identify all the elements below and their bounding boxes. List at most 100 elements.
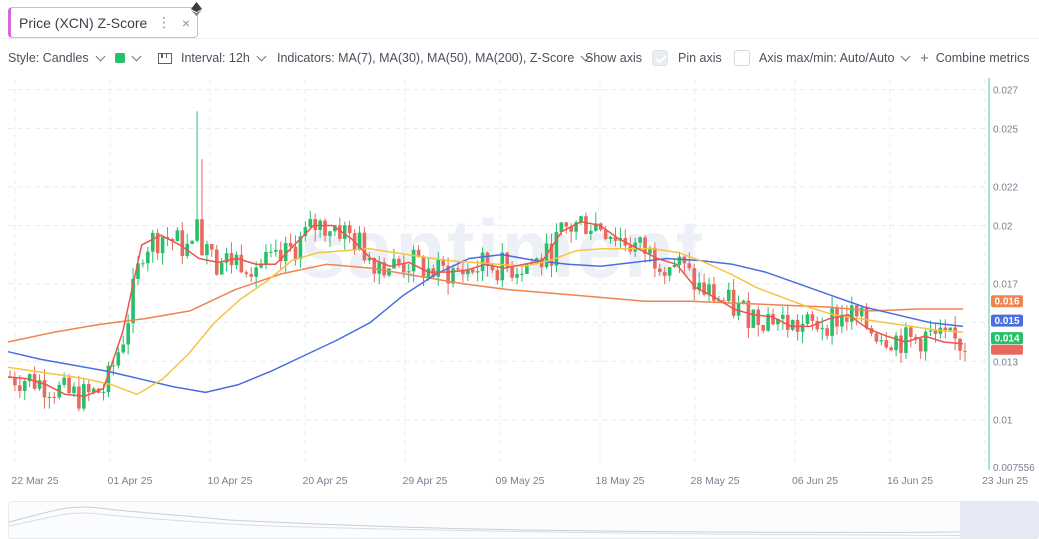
candle-body bbox=[421, 256, 426, 278]
x-axis-tick-label: 28 May 25 bbox=[690, 475, 739, 487]
candle-body bbox=[672, 264, 677, 268]
candle-body bbox=[485, 252, 490, 267]
candle-body bbox=[170, 238, 175, 242]
candle-body bbox=[42, 380, 47, 398]
candle-body bbox=[259, 263, 263, 268]
timeline-navigator[interactable] bbox=[8, 501, 1039, 539]
candle-body bbox=[810, 314, 815, 321]
candle-body bbox=[323, 220, 327, 236]
pin-axis-toggle[interactable]: Pin axis bbox=[678, 48, 750, 68]
candle-body bbox=[244, 272, 249, 275]
candle-body bbox=[776, 318, 780, 325]
candle-body bbox=[219, 262, 224, 275]
candle-body bbox=[200, 219, 204, 256]
y-axis-tick-label: 0.027 bbox=[993, 86, 1018, 97]
candle-body bbox=[923, 331, 928, 352]
combine-metrics-label: Combine metrics bbox=[935, 51, 1030, 65]
close-icon[interactable]: × bbox=[181, 14, 191, 31]
indicators-label: Indicators: MA(7), MA(30), MA(50), MA(20… bbox=[277, 51, 575, 65]
price-badge bbox=[991, 314, 1023, 327]
candle-body bbox=[643, 237, 647, 254]
candle-body bbox=[559, 222, 564, 232]
candle-body bbox=[495, 270, 500, 281]
candle-body bbox=[195, 219, 199, 241]
plus-icon: + bbox=[920, 49, 929, 67]
candle-body bbox=[751, 309, 756, 328]
candle-body bbox=[874, 333, 879, 342]
candle-body bbox=[131, 279, 135, 324]
candle-body bbox=[884, 340, 889, 348]
candle-body bbox=[357, 232, 362, 250]
candle-body bbox=[490, 266, 495, 271]
candle-body bbox=[741, 300, 746, 303]
candle-body bbox=[510, 266, 514, 278]
candle-body bbox=[894, 335, 898, 351]
show-axis-checkbox[interactable] bbox=[651, 50, 668, 66]
price-badge-label: 0.015 bbox=[994, 316, 1019, 327]
candle-body bbox=[766, 314, 770, 331]
candle-body bbox=[692, 268, 697, 290]
candle-body bbox=[608, 236, 613, 240]
axis-range-select[interactable]: Axis max/min: Auto/Auto bbox=[759, 48, 911, 68]
candle-body bbox=[406, 271, 411, 273]
candle-body bbox=[830, 308, 834, 336]
candle-body bbox=[869, 328, 874, 334]
candle-body bbox=[382, 262, 386, 276]
pin-axis-checkbox[interactable] bbox=[733, 50, 750, 66]
tab-menu-icon[interactable]: ⋮ bbox=[157, 14, 171, 30]
candle-body bbox=[461, 269, 465, 275]
y-axis-tick-label: 0.01 bbox=[993, 416, 1013, 427]
combine-metrics-button[interactable]: + Combine metrics bbox=[920, 48, 1030, 68]
candle-body bbox=[584, 216, 588, 234]
candle-body bbox=[781, 314, 785, 319]
candle-body bbox=[825, 328, 829, 336]
price-chart[interactable]: santiment0.0270.0250.0220.020.0170.0150.… bbox=[0, 72, 1039, 492]
candle-body bbox=[889, 347, 893, 351]
interval-label: Interval: 12h bbox=[181, 51, 250, 65]
candle-body bbox=[859, 307, 864, 317]
style-select[interactable]: Style: Candles bbox=[8, 48, 106, 68]
candle-body bbox=[308, 219, 313, 228]
candle-body bbox=[313, 219, 318, 230]
candle-body bbox=[958, 338, 962, 351]
navigator-selection[interactable] bbox=[960, 502, 1038, 538]
header-divider bbox=[0, 38, 1039, 39]
candle-body bbox=[52, 397, 57, 399]
candle-body bbox=[466, 269, 470, 275]
candle-body bbox=[446, 265, 450, 284]
price-chart-canvas[interactable]: santiment0.0270.0250.0220.020.0170.0150.… bbox=[0, 72, 1039, 492]
price-badge-label: 0.016 bbox=[994, 297, 1019, 308]
candle-body bbox=[899, 335, 903, 354]
x-axis-tick-label: 18 May 25 bbox=[595, 475, 644, 487]
candle-body bbox=[918, 338, 923, 352]
candle-body bbox=[136, 263, 140, 280]
x-axis-tick-label: 20 Apr 25 bbox=[303, 475, 348, 487]
indicators-select[interactable]: Indicators: MA(7), MA(30), MA(50), MA(20… bbox=[277, 48, 591, 68]
metric-tab[interactable]: Price (XCN) Z-Score ⋮ × bbox=[8, 7, 198, 38]
candle-body bbox=[269, 251, 273, 253]
candle-body bbox=[456, 268, 460, 270]
candle-body bbox=[426, 268, 431, 278]
candle-body bbox=[712, 284, 716, 301]
x-axis-tick-label: 01 Apr 25 bbox=[108, 475, 153, 487]
candle-body bbox=[387, 268, 391, 276]
candle-body bbox=[579, 216, 583, 223]
candle-body bbox=[27, 374, 32, 382]
candle-body bbox=[815, 320, 820, 330]
candle-body bbox=[402, 263, 406, 273]
y-axis-tick-label: 0.02 bbox=[993, 222, 1013, 233]
x-axis-tick-label: 23 Jun 25 bbox=[982, 475, 1028, 487]
candle-body bbox=[234, 254, 239, 266]
color-select[interactable] bbox=[115, 48, 142, 68]
candle-body bbox=[554, 231, 559, 266]
candle-body bbox=[416, 249, 421, 257]
y-axis-tick-label: 0.013 bbox=[993, 357, 1018, 368]
show-axis-toggle[interactable]: Show axis bbox=[585, 48, 668, 68]
candle-body bbox=[525, 264, 529, 274]
candle-body bbox=[190, 240, 194, 244]
ma50-line bbox=[7, 253, 964, 394]
candle-body bbox=[116, 352, 121, 366]
candle-body bbox=[913, 336, 918, 339]
interval-select[interactable]: Interval: 12h bbox=[158, 48, 267, 68]
candle-body bbox=[756, 309, 761, 325]
